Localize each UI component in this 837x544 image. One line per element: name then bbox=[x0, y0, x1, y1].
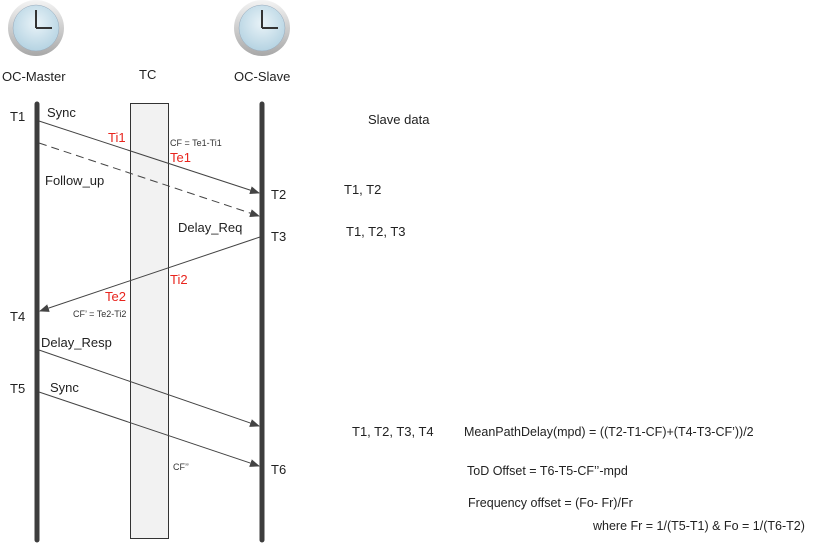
slave-data-row: T1, T2 bbox=[344, 182, 381, 197]
sync-arrow bbox=[38, 120, 260, 195]
delay-req-arrow bbox=[39, 236, 261, 312]
clock-icon bbox=[8, 0, 64, 56]
delay-resp-label: Delay_Resp bbox=[41, 335, 112, 350]
slave-data-title: Slave data bbox=[368, 112, 430, 127]
t2-label: T2 bbox=[271, 187, 286, 202]
clock-icon bbox=[234, 0, 290, 56]
slave-label: OC-Slave bbox=[234, 69, 290, 84]
frequency-where-clause: where Fr = 1/(T5-T1) & Fo = 1/(T6-T2) bbox=[592, 519, 805, 533]
delay-resp-arrow bbox=[38, 349, 260, 427]
ti2-label: Ti2 bbox=[170, 272, 188, 287]
tod-offset-equation: ToD Offset = T6-T5-CF’’-mpd bbox=[467, 464, 628, 478]
delay-req-label: Delay_Req bbox=[178, 220, 242, 235]
t6-label: T6 bbox=[271, 462, 286, 477]
te2-label: Te2 bbox=[105, 289, 126, 304]
slave-data-row: T1, T2, T3 bbox=[346, 224, 406, 239]
sync-label: Sync bbox=[47, 105, 76, 120]
cf-label: CF = Te1-Ti1 bbox=[170, 138, 222, 148]
sync2-label: Sync bbox=[50, 380, 79, 395]
cf-dprime-label: CF’’ bbox=[173, 462, 189, 472]
t1-label: T1 bbox=[10, 109, 25, 124]
tc-label: TC bbox=[139, 67, 156, 82]
tc-box bbox=[130, 103, 169, 539]
sync2-arrow bbox=[38, 391, 260, 467]
master-label: OC-Master bbox=[2, 69, 66, 84]
t4-label: T4 bbox=[10, 309, 25, 324]
t5-label: T5 bbox=[10, 381, 25, 396]
ti1-label: Ti1 bbox=[108, 130, 126, 145]
te1-label: Te1 bbox=[170, 150, 191, 165]
frequency-offset-equation: Frequency offset = (Fo- Fr)/Fr bbox=[468, 496, 633, 510]
follow-up-label: Follow_up bbox=[45, 173, 104, 188]
mean-path-delay-equation: MeanPathDelay(mpd) = ((T2-T1-CF)+(T4-T3-… bbox=[464, 425, 754, 439]
t3-label: T3 bbox=[271, 229, 286, 244]
slave-data-row: T1, T2, T3, T4 bbox=[352, 424, 434, 439]
cf-prime-label: CF’ = Te2-Ti2 bbox=[73, 309, 126, 319]
